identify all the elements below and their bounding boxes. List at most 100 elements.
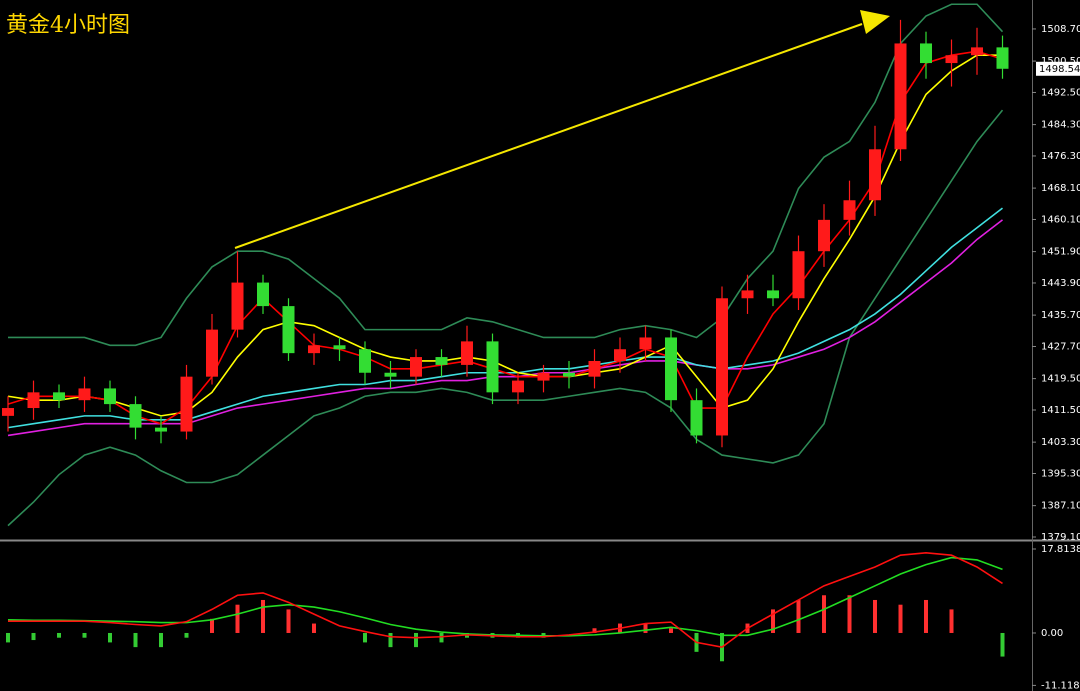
macd-bar [439, 632, 444, 643]
macd-bar [1000, 632, 1005, 657]
candle-body [512, 380, 524, 393]
candle-body [563, 372, 575, 377]
macd-bar [873, 599, 877, 633]
candle-body [180, 376, 193, 432]
macd-bar [669, 628, 673, 633]
macd-bar [133, 632, 138, 648]
y-tick-label: 0.00 [1041, 628, 1063, 639]
candle-body [945, 55, 958, 64]
macd-bar [31, 632, 36, 641]
candle-body [78, 388, 91, 401]
y-tick-label: 1427.70 [1041, 341, 1080, 352]
y-tick-label: 1500.50 [1041, 56, 1080, 67]
candle-body [359, 349, 371, 373]
candle-body [690, 400, 703, 436]
macd-bar [771, 609, 775, 633]
indicator-line [7, 54, 1003, 417]
candle-body [869, 149, 881, 201]
chart-title: 黄金4小时图 [6, 13, 130, 38]
candle-body [971, 47, 983, 56]
candle-body [231, 282, 244, 330]
y-tick-label: 1443.90 [1041, 278, 1080, 289]
macd-bar [592, 628, 597, 633]
y-tick-label: 1411.50 [1041, 405, 1080, 416]
y-tick-label: 1476.30 [1041, 151, 1080, 162]
macd-bar [847, 595, 852, 633]
candle-body [665, 337, 677, 401]
macd-bar [312, 623, 316, 633]
y-tick-label: 1419.50 [1041, 374, 1080, 385]
candle-body [461, 341, 473, 365]
candle-body [716, 298, 728, 436]
candle-body [129, 404, 142, 428]
indicator-line [8, 552, 1003, 648]
candle-body [53, 392, 65, 401]
macd-bar [388, 632, 393, 648]
candle-body [282, 306, 295, 354]
macd-bar [643, 623, 648, 633]
macd-bar [6, 632, 10, 643]
y-tick-label: 1460.10 [1041, 214, 1080, 225]
y-tick-label: 1508.70 [1041, 24, 1080, 35]
indicator-line [7, 50, 1003, 425]
last-price-box [1036, 61, 1080, 76]
indicator-line [8, 3, 1004, 347]
y-tick-label: 1387.10 [1041, 501, 1080, 512]
candle-body [155, 427, 167, 432]
candle-body [308, 345, 320, 354]
macd-bar [82, 632, 87, 638]
candle-body [639, 337, 652, 350]
candle-body [206, 329, 218, 377]
macd-bar [414, 632, 418, 648]
indicator-line [7, 219, 1003, 437]
macd-bar [57, 632, 61, 638]
macd-bar [210, 618, 214, 633]
annotation-arrow-head [860, 10, 890, 34]
candle-body [920, 43, 932, 64]
candle-body [410, 357, 422, 377]
y-tick-label: 1403.30 [1041, 437, 1080, 448]
macd-bar [924, 599, 928, 633]
candle-body [843, 200, 856, 220]
indicator-line [7, 109, 1004, 527]
candle-body [588, 360, 601, 377]
macd-bar [235, 604, 240, 633]
candle-body [104, 388, 116, 405]
candle-body [333, 345, 346, 350]
macd-bar [796, 599, 801, 633]
candle-body [818, 219, 830, 252]
candle-body [894, 43, 907, 150]
candle-body [767, 290, 779, 299]
candle-body [741, 290, 754, 299]
macd-bar [363, 632, 367, 643]
candle-body [384, 372, 397, 377]
y-tick-label: 1492.50 [1041, 87, 1080, 98]
macd-bar [108, 632, 112, 643]
macd-bar [159, 632, 163, 648]
indicator-line [7, 556, 1003, 637]
macd-bar [286, 609, 291, 633]
y-tick-label: 1468.10 [1041, 183, 1080, 194]
candle-body [614, 349, 626, 361]
candle-body [257, 282, 269, 307]
candle-body [537, 372, 550, 381]
y-tick-label: 1379.10 [1041, 532, 1080, 543]
candle-body [27, 392, 40, 409]
candle-body [792, 251, 805, 299]
y-tick-label: 1516.90 [1041, 0, 1080, 3]
macd-bar [949, 609, 954, 633]
y-tick-label: 17.8138 [1041, 544, 1080, 555]
candle-body [2, 408, 14, 416]
y-tick-label: -11.1181 [1041, 680, 1080, 691]
y-tick-label: 1484.30 [1041, 120, 1080, 131]
macd-bar [898, 604, 903, 633]
y-tick-label: 1395.30 [1041, 468, 1080, 479]
macd-bar [184, 632, 189, 638]
candle-body [435, 357, 448, 365]
candle-body [486, 341, 499, 393]
candle-body [996, 47, 1009, 69]
annotation-arrow-line [234, 23, 863, 249]
